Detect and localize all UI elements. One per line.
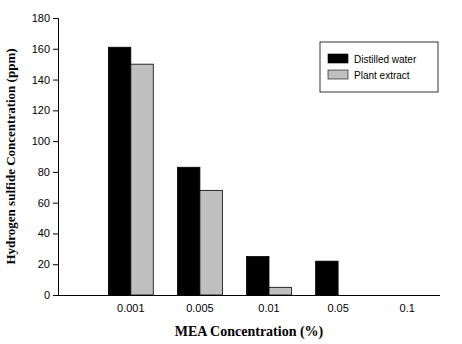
- y-tick-mark: [53, 49, 58, 50]
- y-tick-mark: [53, 264, 58, 265]
- y-tick-mark: [53, 110, 58, 111]
- legend-swatch: [328, 70, 348, 79]
- bar: [269, 287, 291, 295]
- y-axis-title: Hydrogen sulfide Concentration (ppm): [3, 48, 18, 264]
- y-tick-label: 0: [44, 289, 50, 301]
- x-axis: 0.001 0.005 0.01 0.05 0.1: [58, 296, 440, 314]
- x-tick-label: 0.1: [400, 302, 415, 314]
- legend-box: [320, 42, 438, 92]
- x-axis-line: [58, 295, 440, 296]
- legend-swatch: [328, 54, 348, 63]
- y-tick-label: 60: [38, 197, 50, 209]
- y-tick-mark: [53, 233, 58, 234]
- y-tick-label: 120: [32, 104, 50, 116]
- y-tick-label: 180: [32, 12, 50, 24]
- y-tick-label: 80: [38, 166, 50, 178]
- y-tick: 140: [32, 74, 58, 86]
- bar: [338, 295, 360, 296]
- plot: 0204060801001201401601800.0010.0050.010.…: [32, 12, 440, 314]
- y-tick: 40: [38, 227, 58, 239]
- bar: [177, 167, 199, 295]
- bars: [108, 47, 338, 295]
- y-tick-label: 40: [38, 227, 50, 239]
- y-tick: 0: [44, 289, 58, 301]
- series: [108, 47, 338, 295]
- y-tick: 160: [32, 43, 58, 55]
- y-tick-label: 160: [32, 43, 50, 55]
- x-tick: 0.001: [117, 302, 145, 314]
- x-axis-title: MEA Concentration (%): [175, 324, 324, 340]
- y-tick: 80: [38, 166, 58, 178]
- x-tick: 0.01: [258, 302, 279, 314]
- y-tick: 60: [38, 197, 58, 209]
- y-axis: 0 20 40 60 80 100 120 140 160 180: [32, 12, 59, 301]
- y-tick: 100: [32, 135, 58, 147]
- bar: [385, 295, 407, 296]
- y-tick-mark: [53, 141, 58, 142]
- x-tick: 0.1: [400, 302, 415, 314]
- y-tick: 120: [32, 104, 58, 116]
- legend-label: Distilled water: [354, 54, 417, 65]
- y-tick-label: 140: [32, 74, 50, 86]
- y-tick-label: 20: [38, 258, 50, 270]
- y-axis-line: [53, 19, 59, 296]
- x-tick-label: 0.01: [258, 302, 279, 314]
- x-tick: 0.005: [186, 302, 214, 314]
- y-tick-label: 100: [32, 135, 50, 147]
- y-tick: 180: [32, 12, 58, 24]
- legend-label: Plant extract: [354, 70, 410, 81]
- y-tick-mark: [53, 203, 58, 204]
- y-tick-mark: [53, 295, 58, 296]
- bar: [108, 47, 130, 295]
- chart: 0204060801001201401601800.0010.0050.010.…: [0, 0, 462, 344]
- bar: [200, 190, 222, 295]
- x-tick: 0.05: [327, 302, 348, 314]
- y-tick-mark: [53, 172, 58, 173]
- series: [131, 64, 292, 295]
- y-tick-mark: [53, 18, 58, 19]
- legend: Distilled water Plant extract: [320, 42, 438, 92]
- bar: [316, 261, 338, 295]
- bar: [407, 295, 429, 296]
- bar: [247, 257, 269, 295]
- x-tick-label: 0.05: [327, 302, 348, 314]
- y-tick: 20: [38, 258, 58, 270]
- bar: [131, 64, 153, 295]
- x-tick-label: 0.005: [186, 302, 214, 314]
- x-tick-label: 0.001: [117, 302, 145, 314]
- y-tick-mark: [53, 80, 58, 81]
